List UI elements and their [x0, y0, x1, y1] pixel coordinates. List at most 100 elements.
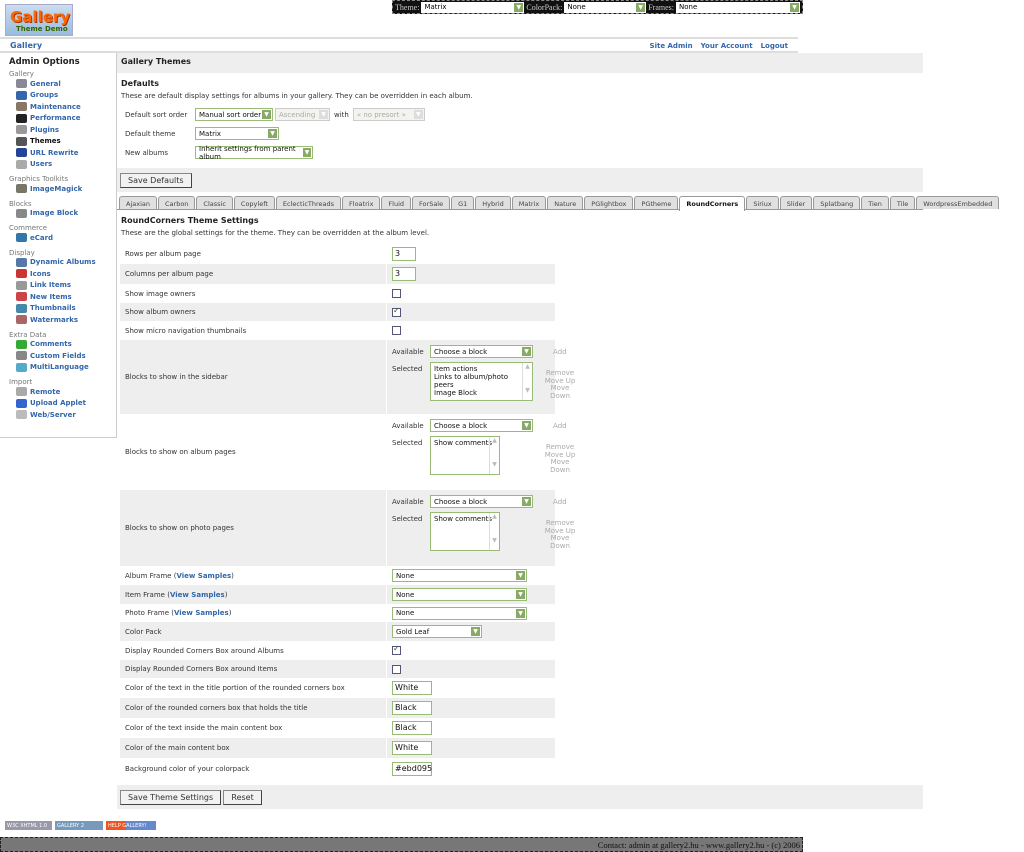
sidebar-item-imagemagick[interactable]: ImageMagick — [9, 183, 116, 195]
columns-input[interactable]: 3 — [392, 267, 417, 281]
sidebar-item-themes[interactable]: Themes — [9, 136, 116, 148]
remove-block-button[interactable]: Remove — [545, 369, 575, 377]
sidebar-item-image-block[interactable]: Image Block — [9, 208, 116, 220]
site-admin-link[interactable]: Site Admin — [649, 41, 693, 50]
add-block-button[interactable]: Add — [553, 422, 567, 430]
colorpack-select[interactable]: None ▼ — [564, 1, 647, 13]
bg-color-input[interactable]: #ebd095 — [392, 761, 432, 776]
selected-blocks-list[interactable]: Show comments ▲ ▼ — [430, 512, 501, 551]
selected-blocks-list[interactable]: Show comments ▲ ▼ — [430, 436, 501, 475]
sidebar-item-remote[interactable]: Remote — [9, 386, 116, 398]
sidebar-item-thumbnails[interactable]: Thumbnails — [9, 303, 116, 315]
tab-forsale[interactable]: ForSale — [412, 196, 451, 209]
remove-block-button[interactable]: Remove — [545, 519, 575, 527]
sidebar-item-custom-fields[interactable]: Custom Fields — [9, 350, 116, 362]
sidebar-item-groups[interactable]: Groups — [9, 90, 116, 102]
tab-tien[interactable]: Tien — [861, 196, 889, 209]
item-frame-select[interactable]: None ▼ — [392, 588, 528, 601]
tab-eclecticthreads[interactable]: EclecticThreads — [275, 196, 342, 209]
available-block-select[interactable]: Choose a block ▼ — [430, 495, 534, 508]
move-down-button[interactable]: Move Down — [550, 458, 570, 474]
tab-hybrid[interactable]: Hybrid — [475, 196, 511, 209]
photo-frame-view-samples-link[interactable]: View Samples — [173, 609, 229, 617]
sidebar-item-comments[interactable]: Comments — [9, 339, 116, 351]
sidebar-item-performance[interactable]: Performance — [9, 113, 116, 125]
sidebar-item-url-rewrite[interactable]: URL Rewrite — [9, 147, 116, 159]
sidebar-item-new-items[interactable]: New Items — [9, 291, 116, 303]
sidebar-item-watermarks[interactable]: Watermarks — [9, 314, 116, 326]
available-block-select[interactable]: Choose a block ▼ — [430, 419, 534, 432]
color-pack-select[interactable]: Gold Leaf ▼ — [392, 625, 483, 638]
your-account-link[interactable]: Your Account — [700, 41, 753, 50]
list-scrollbar[interactable]: ▲ ▼ — [489, 513, 499, 550]
album-frame-view-samples-link[interactable]: View Samples — [176, 571, 232, 580]
sidebar-item-multilanguage[interactable]: MultiLanguage — [9, 362, 116, 374]
frames-select[interactable]: None ▼ — [675, 1, 800, 13]
default-theme-select[interactable]: Matrix ▼ — [195, 127, 279, 140]
sidebar-item-users[interactable]: Users — [9, 159, 116, 171]
move-up-button[interactable]: Move Up — [544, 450, 576, 459]
rc-albums-checkbox[interactable] — [392, 644, 402, 655]
move-down-button[interactable]: Move Down — [550, 384, 570, 400]
micro-nav-checkbox[interactable] — [392, 326, 402, 335]
tab-splatbang[interactable]: Splatbang — [813, 196, 861, 209]
main-box-color-input[interactable]: White — [392, 741, 433, 755]
list-scrollbar[interactable]: ▲ ▼ — [522, 363, 532, 400]
item-frame-view-samples-link[interactable]: View Samples — [169, 590, 225, 599]
sidebar-item-general[interactable]: General — [9, 78, 116, 90]
selected-blocks-list[interactable]: Item actions Links to album/photo peers Im… — [430, 362, 534, 401]
available-block-select[interactable]: Choose a block ▼ — [430, 345, 534, 358]
new-albums-select[interactable]: Inherit settings from parent album ▼ — [195, 145, 313, 161]
title-text-color-input[interactable]: White — [392, 681, 433, 695]
theme-select[interactable]: Matrix ▼ — [421, 1, 525, 13]
sidebar-item-maintenance[interactable]: Maintenance — [9, 101, 116, 113]
tab-pglightbox[interactable]: PGlightbox — [584, 196, 634, 209]
sidebar-item-dynamic-albums[interactable]: Dynamic Albums — [9, 257, 116, 269]
save-defaults-button[interactable]: Save Defaults — [120, 173, 192, 188]
tab-wordpressembedded[interactable]: WordpressEmbedded — [916, 196, 1000, 209]
gallery-badge[interactable]: GALLERY 2 — [55, 821, 103, 830]
reset-button[interactable]: Reset — [223, 790, 262, 805]
sidebar-item-link-items[interactable]: Link Items — [9, 280, 116, 292]
sidebar-item-upload-applet[interactable]: Upload Applet — [9, 398, 116, 410]
move-up-button[interactable]: Move Up — [544, 376, 576, 385]
move-up-button[interactable]: Move Up — [544, 526, 576, 535]
tab-nature[interactable]: Nature — [547, 196, 584, 209]
tab-roundcorners[interactable]: RoundCorners — [679, 196, 746, 211]
move-down-button[interactable]: Move Down — [550, 534, 570, 550]
remove-block-button[interactable]: Remove — [545, 443, 575, 451]
logout-link[interactable]: Logout — [760, 41, 788, 50]
show-image-owners-checkbox[interactable] — [392, 289, 402, 298]
save-theme-settings-button[interactable]: Save Theme Settings — [120, 790, 222, 805]
xhtml-badge[interactable]: W3C XHTML 1.0 — [5, 821, 52, 830]
sidebar-item-web-server[interactable]: Web/Server — [9, 409, 116, 421]
tab-fluid[interactable]: Fluid — [381, 196, 412, 209]
tab-copyleft[interactable]: Copyleft — [233, 196, 275, 209]
add-block-button[interactable]: Add — [553, 348, 567, 356]
box-title-color-input[interactable]: Black — [392, 701, 433, 715]
tab-pgtheme[interactable]: PGtheme — [634, 196, 679, 209]
selected-block-item[interactable]: Image Block — [434, 389, 478, 397]
photo-frame-select[interactable]: None ▼ — [392, 606, 528, 620]
sort-order-select[interactable]: Manual sort order ▼ — [195, 108, 273, 121]
help-gallery-badge[interactable]: HELP GALLERY! — [106, 821, 156, 830]
breadcrumb-gallery[interactable]: Gallery — [10, 40, 43, 50]
add-block-button[interactable]: Add — [553, 498, 567, 506]
tab-floatrix[interactable]: Floatrix — [342, 196, 381, 209]
tab-tile[interactable]: Tile — [889, 196, 916, 209]
gallery-logo[interactable]: Gallery Theme Demo — [5, 4, 73, 36]
tab-siriux[interactable]: Siriux — [746, 196, 779, 209]
selected-block-item[interactable]: Links to album/photo peers — [434, 373, 508, 389]
album-frame-select[interactable]: None ▼ — [392, 569, 528, 582]
selected-block-item[interactable]: Show comments — [434, 439, 493, 447]
sidebar-item-ecard[interactable]: eCard — [9, 232, 116, 244]
sidebar-item-plugins[interactable]: Plugins — [9, 124, 116, 136]
tab-ajaxian[interactable]: Ajaxian — [119, 196, 157, 209]
tab-g1[interactable]: G1 — [451, 196, 475, 209]
rows-input[interactable]: 3 — [392, 247, 417, 261]
inside-text-color-input[interactable]: Black — [392, 721, 433, 735]
selected-block-item[interactable]: Item actions — [434, 365, 478, 373]
sidebar-item-icons[interactable]: Icons — [9, 268, 116, 280]
tab-slider[interactable]: Slider — [779, 196, 813, 209]
tab-classic[interactable]: Classic — [196, 196, 233, 209]
